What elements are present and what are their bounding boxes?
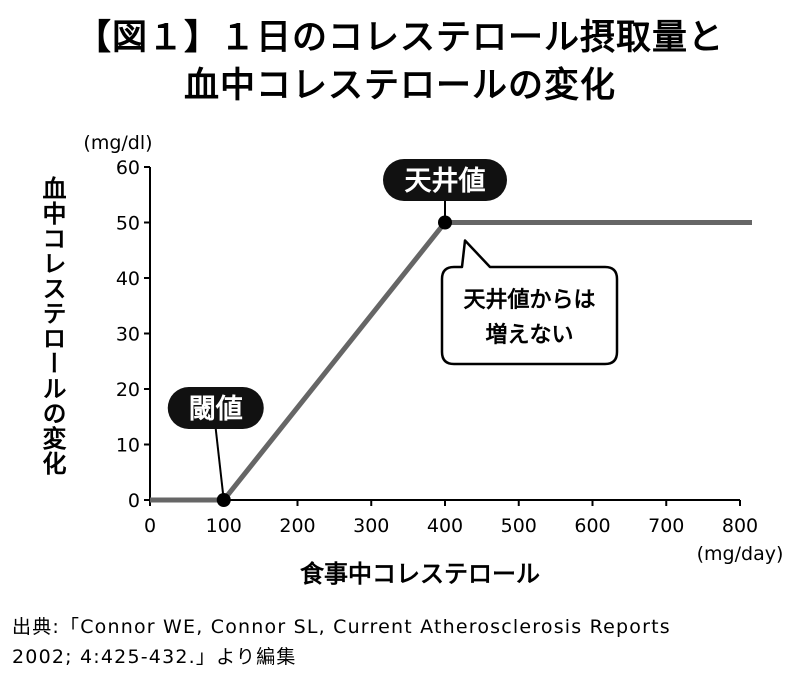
x-tick-label: 700 [648,515,684,537]
source-line-2: 2002; 4:425-432.」より編集 [12,646,297,668]
x-tick-label: 200 [279,515,315,537]
x-tick-label: 400 [427,515,463,537]
marker-point [216,493,231,507]
x-unit-label: (mg/day) [697,543,784,565]
title-line-2: 血中コレステロールの変化 [183,66,616,106]
y-tick-label: 60 [116,157,140,179]
x-tick-label: 800 [722,515,758,537]
marker-point [438,215,452,230]
line-chart: (mg/dl) (mg/day) 食事中コレステロール 血中コレステロールの変化… [38,132,784,588]
y-axis-title: 血中コレステロールの変化 [38,175,66,476]
source-line-1: 出典:「Connor WE, Connor SL, Current Athero… [12,616,671,638]
callout-line-2: 増えない [485,322,573,348]
x-tick-label: 600 [574,515,610,537]
marker-label: 天井値 [405,166,486,197]
x-tick-label: 100 [206,515,242,537]
x-tick-label: 0 [144,515,156,537]
y-unit-label: (mg/dl) [83,132,152,154]
callout-bubble [440,239,619,366]
y-tick-label: 20 [116,379,140,401]
source-note: 出典:「Connor WE, Connor SL, Current Athero… [12,612,792,672]
marker-label-pill [167,387,264,429]
chart-title: 【図１】１日のコレステロール摂取量と 血中コレステロールの変化 [0,14,800,110]
y-tick-label: 40 [116,268,140,290]
callout-line-1: 天井値からは [463,288,595,313]
x-tick-label: 500 [501,515,537,537]
marker-label: 閾値 [189,394,243,425]
y-tick-label: 50 [116,213,140,235]
marker-leader-line [214,428,225,501]
x-axis-title: 食事中コレステロール [300,560,540,588]
series [150,220,752,503]
x-tick-label: 300 [353,515,389,537]
series-line [150,220,752,503]
y-tick-label: 0 [128,490,140,512]
y-tick-label: 10 [116,435,140,457]
y-tick-label: 30 [116,324,140,346]
marker-label-pill [383,159,507,201]
title-line-1: 【図１】１日のコレステロール摂取量と [75,18,724,58]
